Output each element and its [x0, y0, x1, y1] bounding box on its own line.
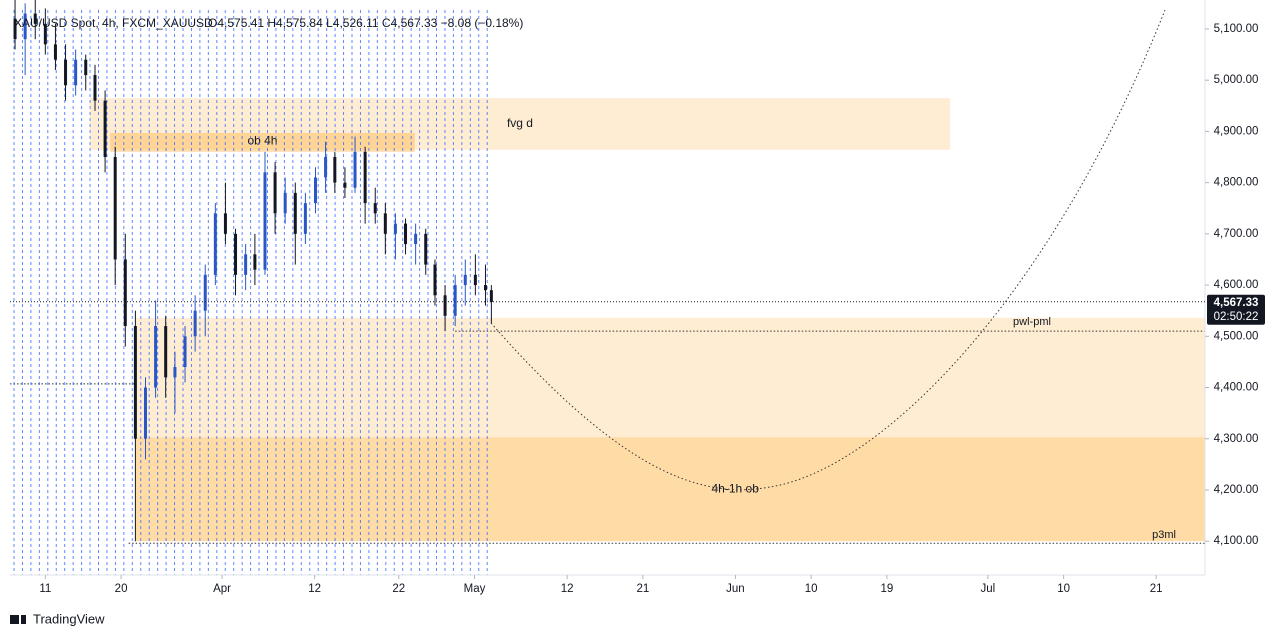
level-label: p3ml [1152, 529, 1176, 541]
candle-body [234, 233, 238, 275]
zone-label: 4h-1h ob [712, 481, 760, 495]
x-tick-label: 12 [308, 583, 321, 595]
y-tick-label: 5,000.00 [1214, 74, 1259, 86]
candle-body [383, 213, 387, 234]
candle-body [223, 213, 227, 234]
candle-body [263, 172, 267, 270]
candle-body [483, 285, 487, 291]
candle-body [13, 18, 17, 40]
y-tick-label: 4,300.00 [1214, 433, 1259, 445]
candle-body [164, 326, 168, 378]
candle-body [414, 233, 418, 245]
y-tick-label: 4,900.00 [1214, 125, 1259, 137]
candle-body [433, 264, 437, 296]
candle-body [293, 192, 297, 234]
zone [135, 317, 1205, 438]
y-tick-label: 4,800.00 [1214, 177, 1259, 189]
candle-body [74, 59, 78, 86]
candle-body [324, 157, 328, 178]
ohlc-info: O4,575.41 H4,575.84 L4,526.11 C4,567.33 … [208, 16, 523, 30]
candle-body [273, 172, 277, 214]
candle-body [393, 223, 397, 234]
candle-body [183, 336, 187, 368]
x-tick-label: 10 [805, 583, 818, 595]
y-tick-label: 5,100.00 [1214, 23, 1259, 35]
last-price-label: 4,567.33 [1214, 297, 1259, 309]
candle-body [363, 151, 367, 204]
x-tick-label: 11 [39, 583, 51, 595]
candle-body [253, 254, 257, 270]
candle-body [113, 157, 117, 260]
x-tick-label: 22 [392, 583, 405, 595]
candle-body [143, 387, 147, 439]
projection-curve [490, 9, 1166, 491]
candle-body [333, 157, 337, 183]
x-tick-label: 19 [880, 583, 893, 595]
tv-logo [10, 615, 26, 624]
x-tick-label: 20 [115, 583, 128, 595]
countdown: 02:50:22 [1214, 311, 1259, 323]
x-tick-label: Jul [981, 583, 996, 595]
candle-body [23, 13, 27, 40]
last-price-box [1207, 294, 1265, 325]
candle-body [154, 326, 158, 388]
candle-body [373, 203, 377, 214]
candle-body [213, 213, 217, 275]
y-tick-label: 4,500.00 [1214, 330, 1259, 342]
y-tick-label: 4,600.00 [1214, 279, 1259, 291]
candle-body [424, 233, 428, 265]
zone-label: ob 4h [247, 134, 277, 148]
candle-body [123, 259, 127, 327]
candle-body [93, 75, 97, 101]
candle-body [473, 274, 477, 286]
candle-body [343, 182, 347, 188]
y-tick-label: 4,100.00 [1214, 535, 1259, 547]
candle-body [103, 100, 107, 158]
x-tick-label: May [464, 583, 486, 595]
candle-body [443, 295, 447, 316]
candle-body [173, 367, 177, 378]
zone-label: fvg d [507, 116, 533, 130]
candle-body [283, 192, 287, 214]
candle-body [84, 59, 88, 76]
x-tick-label: 21 [1150, 583, 1163, 595]
candle-body [453, 285, 457, 316]
level-label: pwl-pml [1013, 316, 1051, 328]
candle-body [489, 290, 493, 302]
candle-body [43, 23, 47, 45]
candle-body [313, 177, 317, 204]
candle-body [64, 59, 68, 86]
symbol-info: XAU/USD Spot, 4h, FXCM_XAUUSD [14, 16, 213, 30]
candle-body [33, 13, 37, 24]
x-tick-label: 10 [1057, 583, 1070, 595]
zone [110, 132, 415, 152]
candle-body [203, 274, 207, 311]
y-tick-label: 4,200.00 [1214, 484, 1259, 496]
candle-body [463, 274, 467, 286]
candle-body [303, 203, 307, 234]
candle-body [244, 254, 248, 275]
candle-body [133, 326, 137, 439]
x-tick-label: Jun [726, 583, 745, 595]
x-tick-label: Apr [213, 583, 231, 595]
y-tick-label: 4,700.00 [1214, 228, 1259, 240]
x-tick-label: 12 [561, 583, 574, 595]
x-tick-label: 21 [636, 583, 649, 595]
branding: TradingView [33, 611, 105, 626]
candle-body [404, 223, 408, 245]
candle-body [353, 151, 357, 188]
candle-body [193, 310, 197, 337]
candle-body [53, 44, 57, 60]
zone [135, 437, 1205, 542]
y-tick-label: 4,400.00 [1214, 382, 1259, 394]
